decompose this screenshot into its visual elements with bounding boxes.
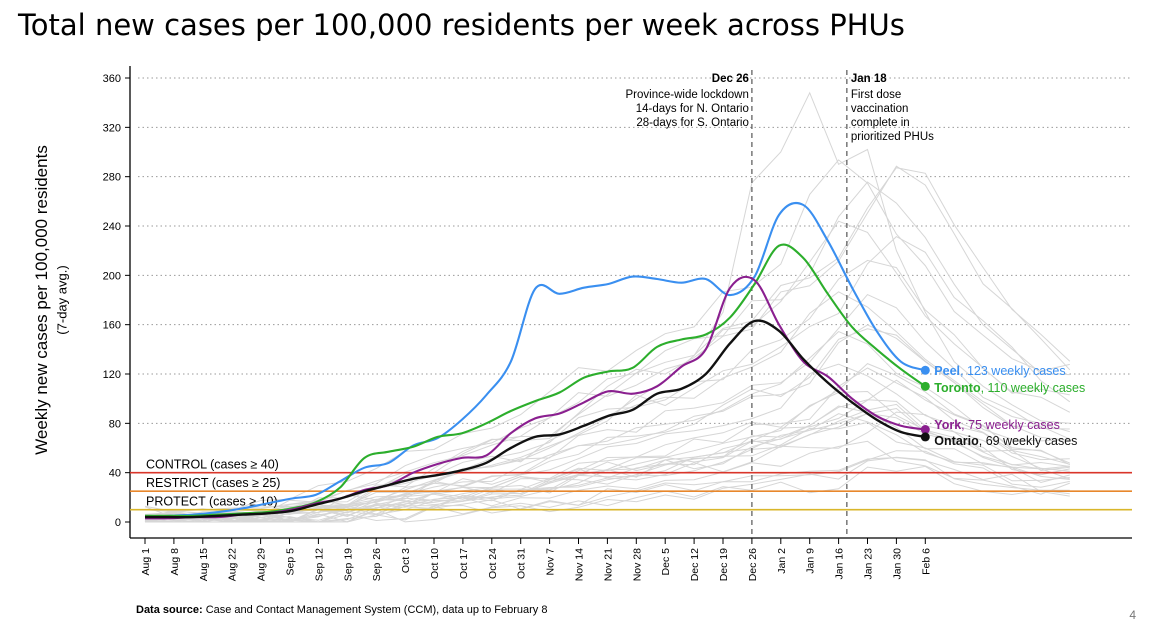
other-phu-line xyxy=(144,331,1070,521)
line-chart: 0 40 80 120 160 200 240 280 320 360 Aug 1 Aug 8 Aug … xyxy=(103,66,1132,581)
other-phu-lines xyxy=(144,91,1071,523)
chart-title: Total new cases per 100,000 residents pe… xyxy=(18,8,905,42)
x-tick-label: Nov 21 xyxy=(602,548,614,581)
x-tick-label: Jan 23 xyxy=(863,548,875,580)
x-tick-label: Feb 6 xyxy=(920,548,932,575)
other-phu-line xyxy=(144,363,1070,523)
x-tick-label: Dec 12 xyxy=(689,548,701,581)
annotation-text: 14-days for N. Ontario xyxy=(636,103,749,115)
y-tick-label: 360 xyxy=(103,73,121,85)
y-tick-label: 160 xyxy=(103,320,121,332)
y-tick-label: 320 xyxy=(103,122,121,134)
other-phu-line xyxy=(144,165,1071,522)
other-phu-line xyxy=(144,291,1070,520)
other-phu-line xyxy=(144,181,1070,517)
other-phu-line xyxy=(145,403,1070,523)
x-tick-label: Nov 28 xyxy=(631,548,643,581)
x-tick-label: Aug 29 xyxy=(256,548,268,581)
x-tick-label: Jan 16 xyxy=(834,548,846,580)
annotation-text: Province-wide lockdown xyxy=(626,89,749,101)
x-tick-label: Aug 15 xyxy=(198,548,210,581)
x-tick-label: Sep 5 xyxy=(285,548,297,576)
x-tick-label: Jan 9 xyxy=(805,548,817,574)
x-tick-label: Dec 5 xyxy=(660,548,672,576)
x-tick-label: Oct 3 xyxy=(400,548,412,573)
y-tick-label: 0 xyxy=(115,517,121,529)
other-phu-line xyxy=(144,328,1071,523)
x-tick-label: Oct 31 xyxy=(516,548,528,579)
other-phu-line xyxy=(144,456,1070,523)
other-phu-line xyxy=(144,259,1071,520)
threshold-label: PROTECT (cases ≥ 10) xyxy=(146,495,278,509)
series-line-toronto xyxy=(145,243,926,517)
other-phu-line xyxy=(145,457,1070,523)
data-source-text: Case and Contact Management System (CCM)… xyxy=(202,604,548,616)
data-source-label: Data source: xyxy=(136,604,203,616)
other-phu-line xyxy=(144,390,1070,523)
series-line-ontario xyxy=(145,319,926,519)
other-phu-line xyxy=(144,363,1071,523)
x-tick-label: Aug 8 xyxy=(169,548,181,576)
x-tick-label: Nov 7 xyxy=(545,548,557,576)
page-number: 4 xyxy=(1129,608,1136,622)
x-tick-label: Jan 30 xyxy=(891,548,903,580)
x-tick-label: Sep 26 xyxy=(371,548,383,581)
other-phu-line xyxy=(144,411,1070,523)
series-name: Toronto xyxy=(934,381,981,395)
series-label-ontario: Ontario, 69 weekly cases xyxy=(934,434,1077,448)
series-label-peel: Peel, 123 weekly cases xyxy=(934,364,1065,378)
x-tick-label: Aug 22 xyxy=(227,548,239,581)
y-tick-label: 280 xyxy=(103,172,121,184)
x-tick-label: Aug 1 xyxy=(140,548,152,576)
annotation-text: vaccination xyxy=(851,103,909,115)
annotation-date: Jan 18 xyxy=(851,73,887,85)
x-tick-label: Sep 19 xyxy=(342,548,354,581)
series-value: , 75 weekly cases xyxy=(961,418,1060,432)
x-tick-label: Oct 10 xyxy=(429,548,441,579)
series-value: , 110 weekly cases xyxy=(981,381,1086,395)
x-tick-label: Dec 26 xyxy=(747,548,759,581)
x-tick-label: Oct 24 xyxy=(487,548,499,579)
x-tick-label: Nov 14 xyxy=(574,548,586,581)
series-line-peel xyxy=(144,202,926,519)
data-source-note: Data source: Case and Contact Management… xyxy=(136,604,547,616)
y-tick-label: 80 xyxy=(109,418,121,430)
other-phu-line xyxy=(144,293,1070,523)
series-label-toronto: Toronto, 110 weekly cases xyxy=(934,381,1085,395)
series-endpoint-peel xyxy=(920,365,930,375)
series-label-york: York, 75 weekly cases xyxy=(934,418,1060,432)
x-tick-label: Dec 19 xyxy=(718,548,730,581)
annotation-text: First dose xyxy=(851,89,902,101)
threshold-label: RESTRICT (cases ≥ 25) xyxy=(146,476,280,490)
series-name: Ontario xyxy=(934,434,979,448)
other-phu-line xyxy=(144,167,1071,519)
series-endpoint-toronto xyxy=(920,381,930,391)
y-tick-label: 40 xyxy=(109,468,121,480)
series-name: Peel xyxy=(934,364,960,378)
y-tick-label: 120 xyxy=(103,369,121,381)
other-phu-line xyxy=(144,465,1070,523)
other-phu-line xyxy=(144,235,1071,519)
x-tick-label: Oct 17 xyxy=(458,548,470,579)
annotation-date: Dec 26 xyxy=(712,73,749,85)
annotation-text: 28-days for S. Ontario xyxy=(636,117,749,129)
other-phu-line xyxy=(144,220,1070,521)
threshold-label: CONTROL (cases ≥ 40) xyxy=(146,458,279,472)
y-tick-label: 200 xyxy=(103,270,121,282)
series-endpoint-ontario xyxy=(920,432,930,442)
x-tick-label: Jan 2 xyxy=(776,548,788,574)
y-tick-label: 240 xyxy=(103,221,121,233)
series-name: York xyxy=(934,418,961,432)
series-value: , 123 weekly cases xyxy=(960,364,1066,378)
annotation-text: prioritized PHUs xyxy=(851,131,934,143)
series-endpoint-york xyxy=(920,425,930,435)
series-value: , 69 weekly cases xyxy=(979,434,1078,448)
annotation-text: complete in xyxy=(851,117,910,129)
x-tick-label: Sep 12 xyxy=(313,548,325,581)
